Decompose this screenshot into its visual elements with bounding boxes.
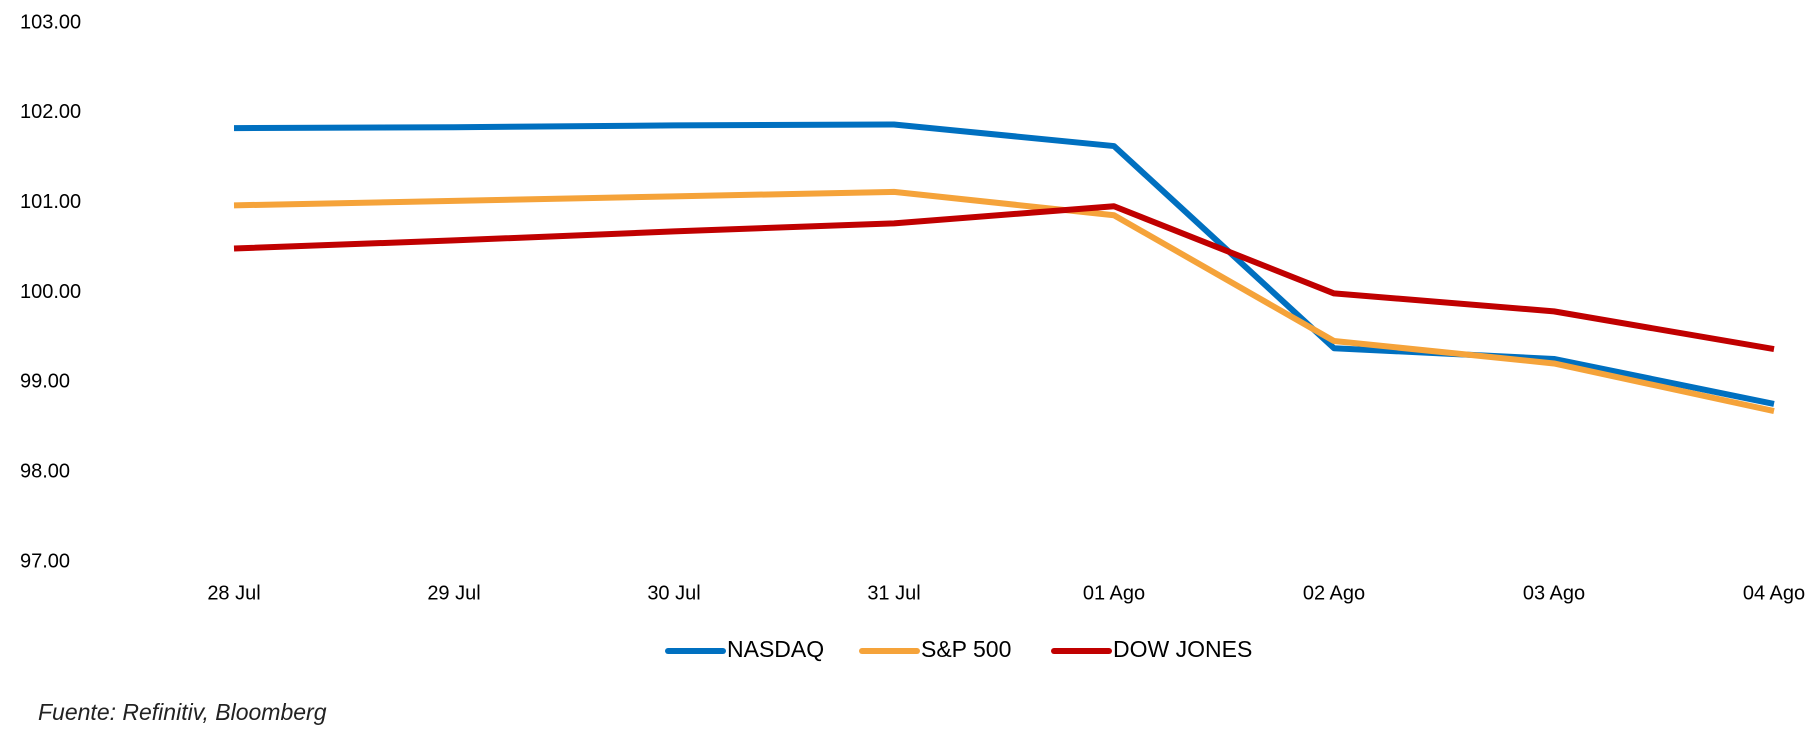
y-tick-label: 103.00 — [20, 11, 81, 33]
y-tick-label: 99.00 — [20, 371, 70, 393]
y-tick-label: 98.00 — [20, 460, 70, 482]
x-tick-label: 29 Jul — [427, 582, 480, 604]
y-tick-label: 97.00 — [20, 550, 70, 572]
legend-label: S&P 500 — [921, 636, 1011, 662]
legend-label: DOW JONES — [1113, 636, 1252, 662]
x-tick-label: 28 Jul — [207, 582, 260, 604]
legend-label: NASDAQ — [727, 636, 824, 662]
series-line — [233, 203, 1775, 353]
x-tick-label: 01 Ago — [1083, 582, 1145, 604]
y-tick-label: 100.00 — [20, 281, 81, 303]
y-tick-label: 102.00 — [20, 101, 81, 123]
source-note: Fuente: Refinitiv, Bloomberg — [38, 699, 327, 725]
x-tick-label: 02 Ago — [1303, 582, 1365, 604]
y-tick-label: 101.00 — [20, 191, 81, 213]
x-tick-label: 04 Ago — [1743, 582, 1805, 604]
x-tick-label: 31 Jul — [867, 582, 920, 604]
x-tick-label: 03 Ago — [1523, 582, 1585, 604]
series-line — [233, 188, 1775, 415]
x-tick-label: 30 Jul — [647, 582, 700, 604]
